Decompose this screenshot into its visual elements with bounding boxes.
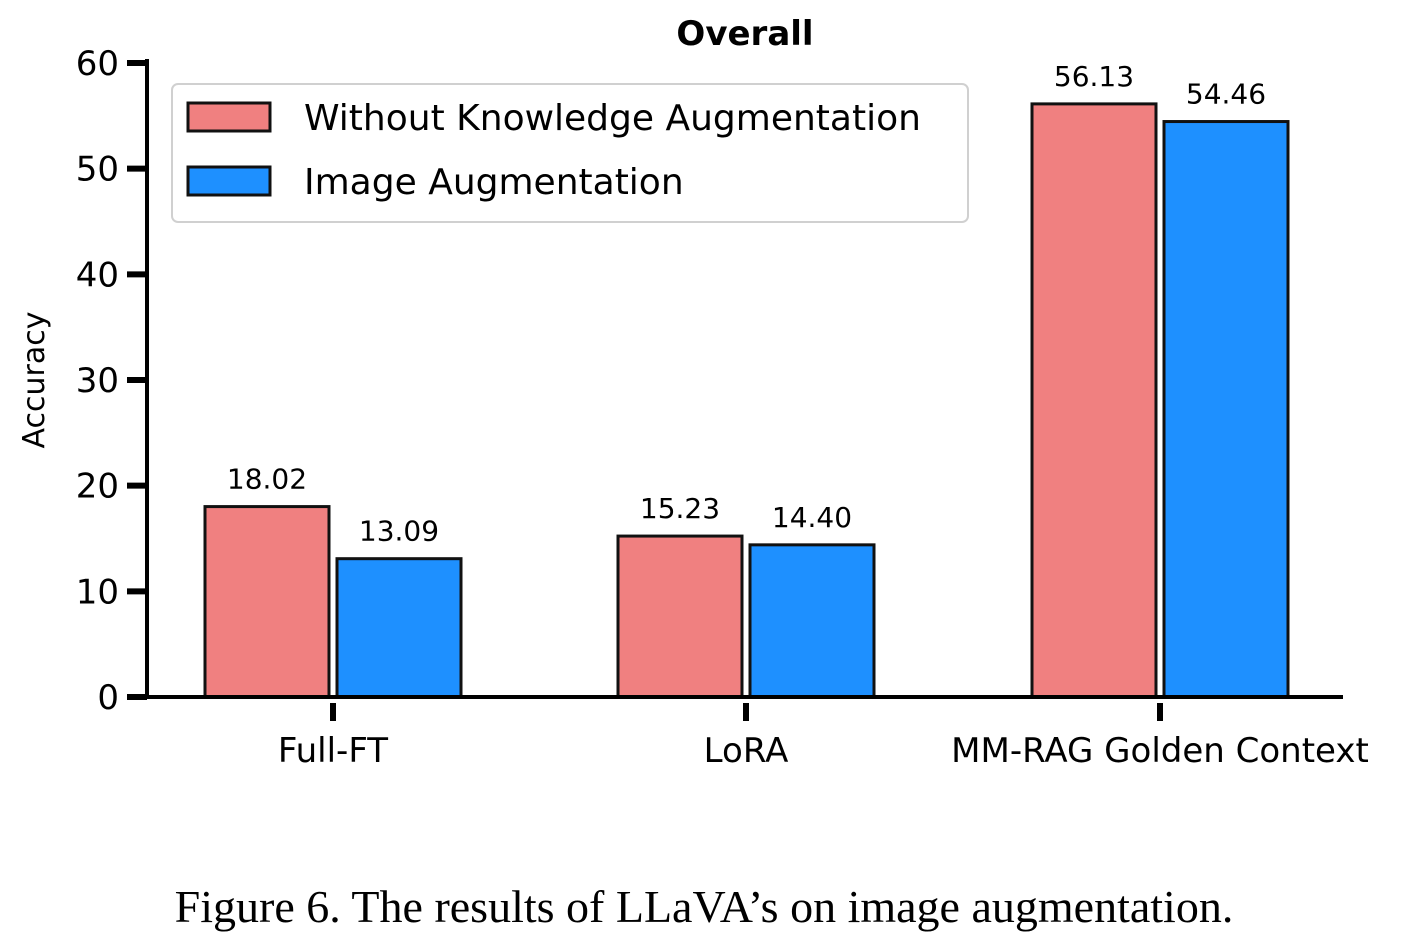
bar (335, 557, 463, 699)
x-tick-label: Full-FT (278, 731, 388, 771)
legend-label: Image Augmentation (304, 162, 684, 203)
y-tick-label: 20 (76, 467, 119, 507)
bar (203, 505, 331, 699)
y-tick-label: 0 (97, 678, 119, 718)
legend-label: Without Knowledge Augmentation (304, 98, 921, 139)
legend-swatch (186, 165, 272, 197)
legend-swatch (186, 101, 272, 133)
y-tick-label: 40 (76, 255, 119, 295)
data-label: 13.09 (359, 515, 439, 548)
y-axis-label: Accuracy (17, 312, 52, 449)
legend-box (171, 83, 969, 223)
data-label: 15.23 (640, 492, 720, 525)
data-label: 54.46 (1186, 78, 1266, 111)
x-tick-label: LoRA (704, 731, 789, 771)
data-label: 14.40 (772, 501, 852, 534)
data-label: 18.02 (227, 463, 307, 496)
y-tick-label: 50 (76, 150, 119, 190)
y-tick-label: 30 (76, 361, 119, 401)
x-tick-label: MM-RAG Golden Context (951, 731, 1369, 771)
bar (748, 543, 876, 699)
bar-chart: Overall Accuracy 18.02 15.23 56.13 13.09 14.40… (17, 14, 1369, 771)
y-tick-label: 60 (76, 44, 119, 84)
bar (1162, 120, 1290, 699)
chart-title: Overall (676, 14, 813, 54)
bar (1030, 102, 1158, 699)
data-label: 56.13 (1054, 60, 1134, 93)
y-tick-label: 10 (76, 572, 119, 612)
bar (616, 534, 744, 699)
figure-caption: Figure 6. The results of LLaVA’s on imag… (174, 881, 1234, 932)
